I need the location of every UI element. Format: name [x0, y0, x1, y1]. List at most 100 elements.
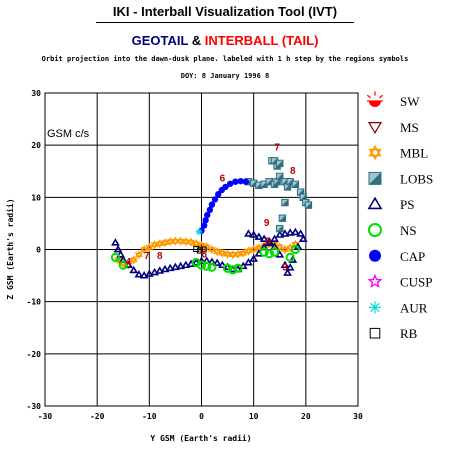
title-underline [96, 22, 354, 23]
y-tick-label: -10 [27, 298, 42, 307]
legend: SW MS MBL LOBS PS NS CAP CUSP AUR RB [366, 91, 433, 341]
data-point [118, 260, 128, 270]
y-tick-label: 30 [31, 89, 41, 98]
legend-label: PS [400, 197, 414, 212]
data-point [212, 258, 222, 266]
legend-label: RB [400, 326, 418, 341]
hour-label: 7 [144, 251, 150, 262]
legend-item-cusp: CUSP [367, 273, 433, 290]
data-point [285, 252, 295, 262]
legend-item-aur: AUR [369, 300, 428, 315]
data-point [239, 248, 248, 258]
data-point [276, 224, 284, 233]
data-point [202, 261, 212, 271]
data-point [244, 229, 253, 237]
hour-label: 7 [274, 142, 280, 153]
data-point [285, 228, 295, 236]
data-point [218, 248, 227, 258]
legend-label: CAP [400, 249, 425, 264]
data-point [276, 159, 284, 168]
legend-label: CUSP [400, 275, 433, 290]
data-point [275, 242, 284, 252]
data-point [270, 234, 279, 242]
subtitle-left: GEOTAIL [131, 33, 189, 48]
x-tick-label: 10 [249, 412, 259, 421]
doy-label: DOY: 8 January 1996 8 [180, 72, 270, 80]
data-point [202, 242, 211, 252]
data-point [278, 214, 287, 222]
legend-symbol [368, 223, 382, 237]
x-tick-label: 20 [301, 412, 311, 421]
data-point [196, 247, 203, 254]
hour-label: 4 [126, 257, 132, 268]
data-point [160, 238, 169, 248]
data-point [113, 244, 123, 253]
data-point [296, 229, 306, 237]
data-point [259, 247, 269, 257]
data-point [280, 244, 289, 255]
data-point [208, 201, 216, 208]
data-point [160, 264, 170, 273]
data-point [222, 263, 233, 273]
series-ns [110, 244, 300, 275]
y-tick-label: -20 [27, 350, 42, 359]
data-point [165, 263, 175, 272]
hour-label: 6 [201, 249, 207, 260]
hour-label: 3 [282, 262, 288, 273]
data-point [280, 260, 290, 269]
series-ps [111, 227, 308, 279]
series-aur [195, 228, 203, 235]
data-point [213, 246, 222, 257]
legend-label: LOBS [400, 171, 433, 186]
x-tick-label: 30 [353, 412, 363, 421]
data-point [171, 236, 180, 246]
data-point [298, 234, 308, 242]
data-point [129, 255, 138, 265]
hour-label: 9 [264, 218, 270, 229]
legend-item-ps: PS [367, 196, 414, 212]
legend-item-sw: SW [366, 91, 420, 109]
y-tick-label: -30 [27, 402, 42, 411]
legend-label: AUR [400, 300, 428, 315]
plot-frame [44, 92, 359, 407]
data-point [195, 228, 203, 235]
data-point [206, 206, 214, 214]
data-point [291, 180, 300, 188]
y-tick-label: 10 [31, 193, 41, 202]
legend-label: MS [400, 120, 419, 135]
legend-symbol [367, 121, 383, 134]
series-lobs [244, 157, 313, 233]
data-point [254, 232, 264, 240]
legend-symbol [367, 273, 383, 288]
x-axis-label: Y GSM (Earth's radii) [150, 433, 251, 443]
legend-item-lobs: LOBS [368, 171, 433, 186]
data-point [207, 262, 217, 272]
data-point [129, 265, 139, 274]
legend-item-ns: NS [368, 223, 417, 238]
data-point [150, 267, 159, 276]
series-rb [193, 245, 207, 254]
data-point [249, 244, 258, 255]
data-point [214, 191, 222, 198]
data-point [191, 257, 201, 266]
data-point [145, 242, 154, 253]
x-tick-label: -10 [142, 412, 157, 421]
hour-label: 8 [157, 251, 163, 262]
y-axis-label: Z GSM (Earth's radii) [5, 198, 15, 299]
data-point [259, 242, 269, 251]
legend-symbol [368, 145, 382, 161]
legend-symbol [368, 171, 382, 185]
data-point [192, 239, 201, 249]
subtitle-amp: & [191, 33, 202, 48]
data-point [291, 227, 300, 236]
page-title: IKI - Interball Visualization Tool (IVT) [112, 4, 338, 19]
data-point [155, 239, 164, 249]
data-point [237, 177, 244, 185]
legend-item-rb: RB [369, 326, 418, 341]
data-point [234, 249, 243, 259]
legend-symbol [369, 327, 381, 339]
data-point [249, 254, 259, 262]
series-layer [110, 157, 313, 279]
